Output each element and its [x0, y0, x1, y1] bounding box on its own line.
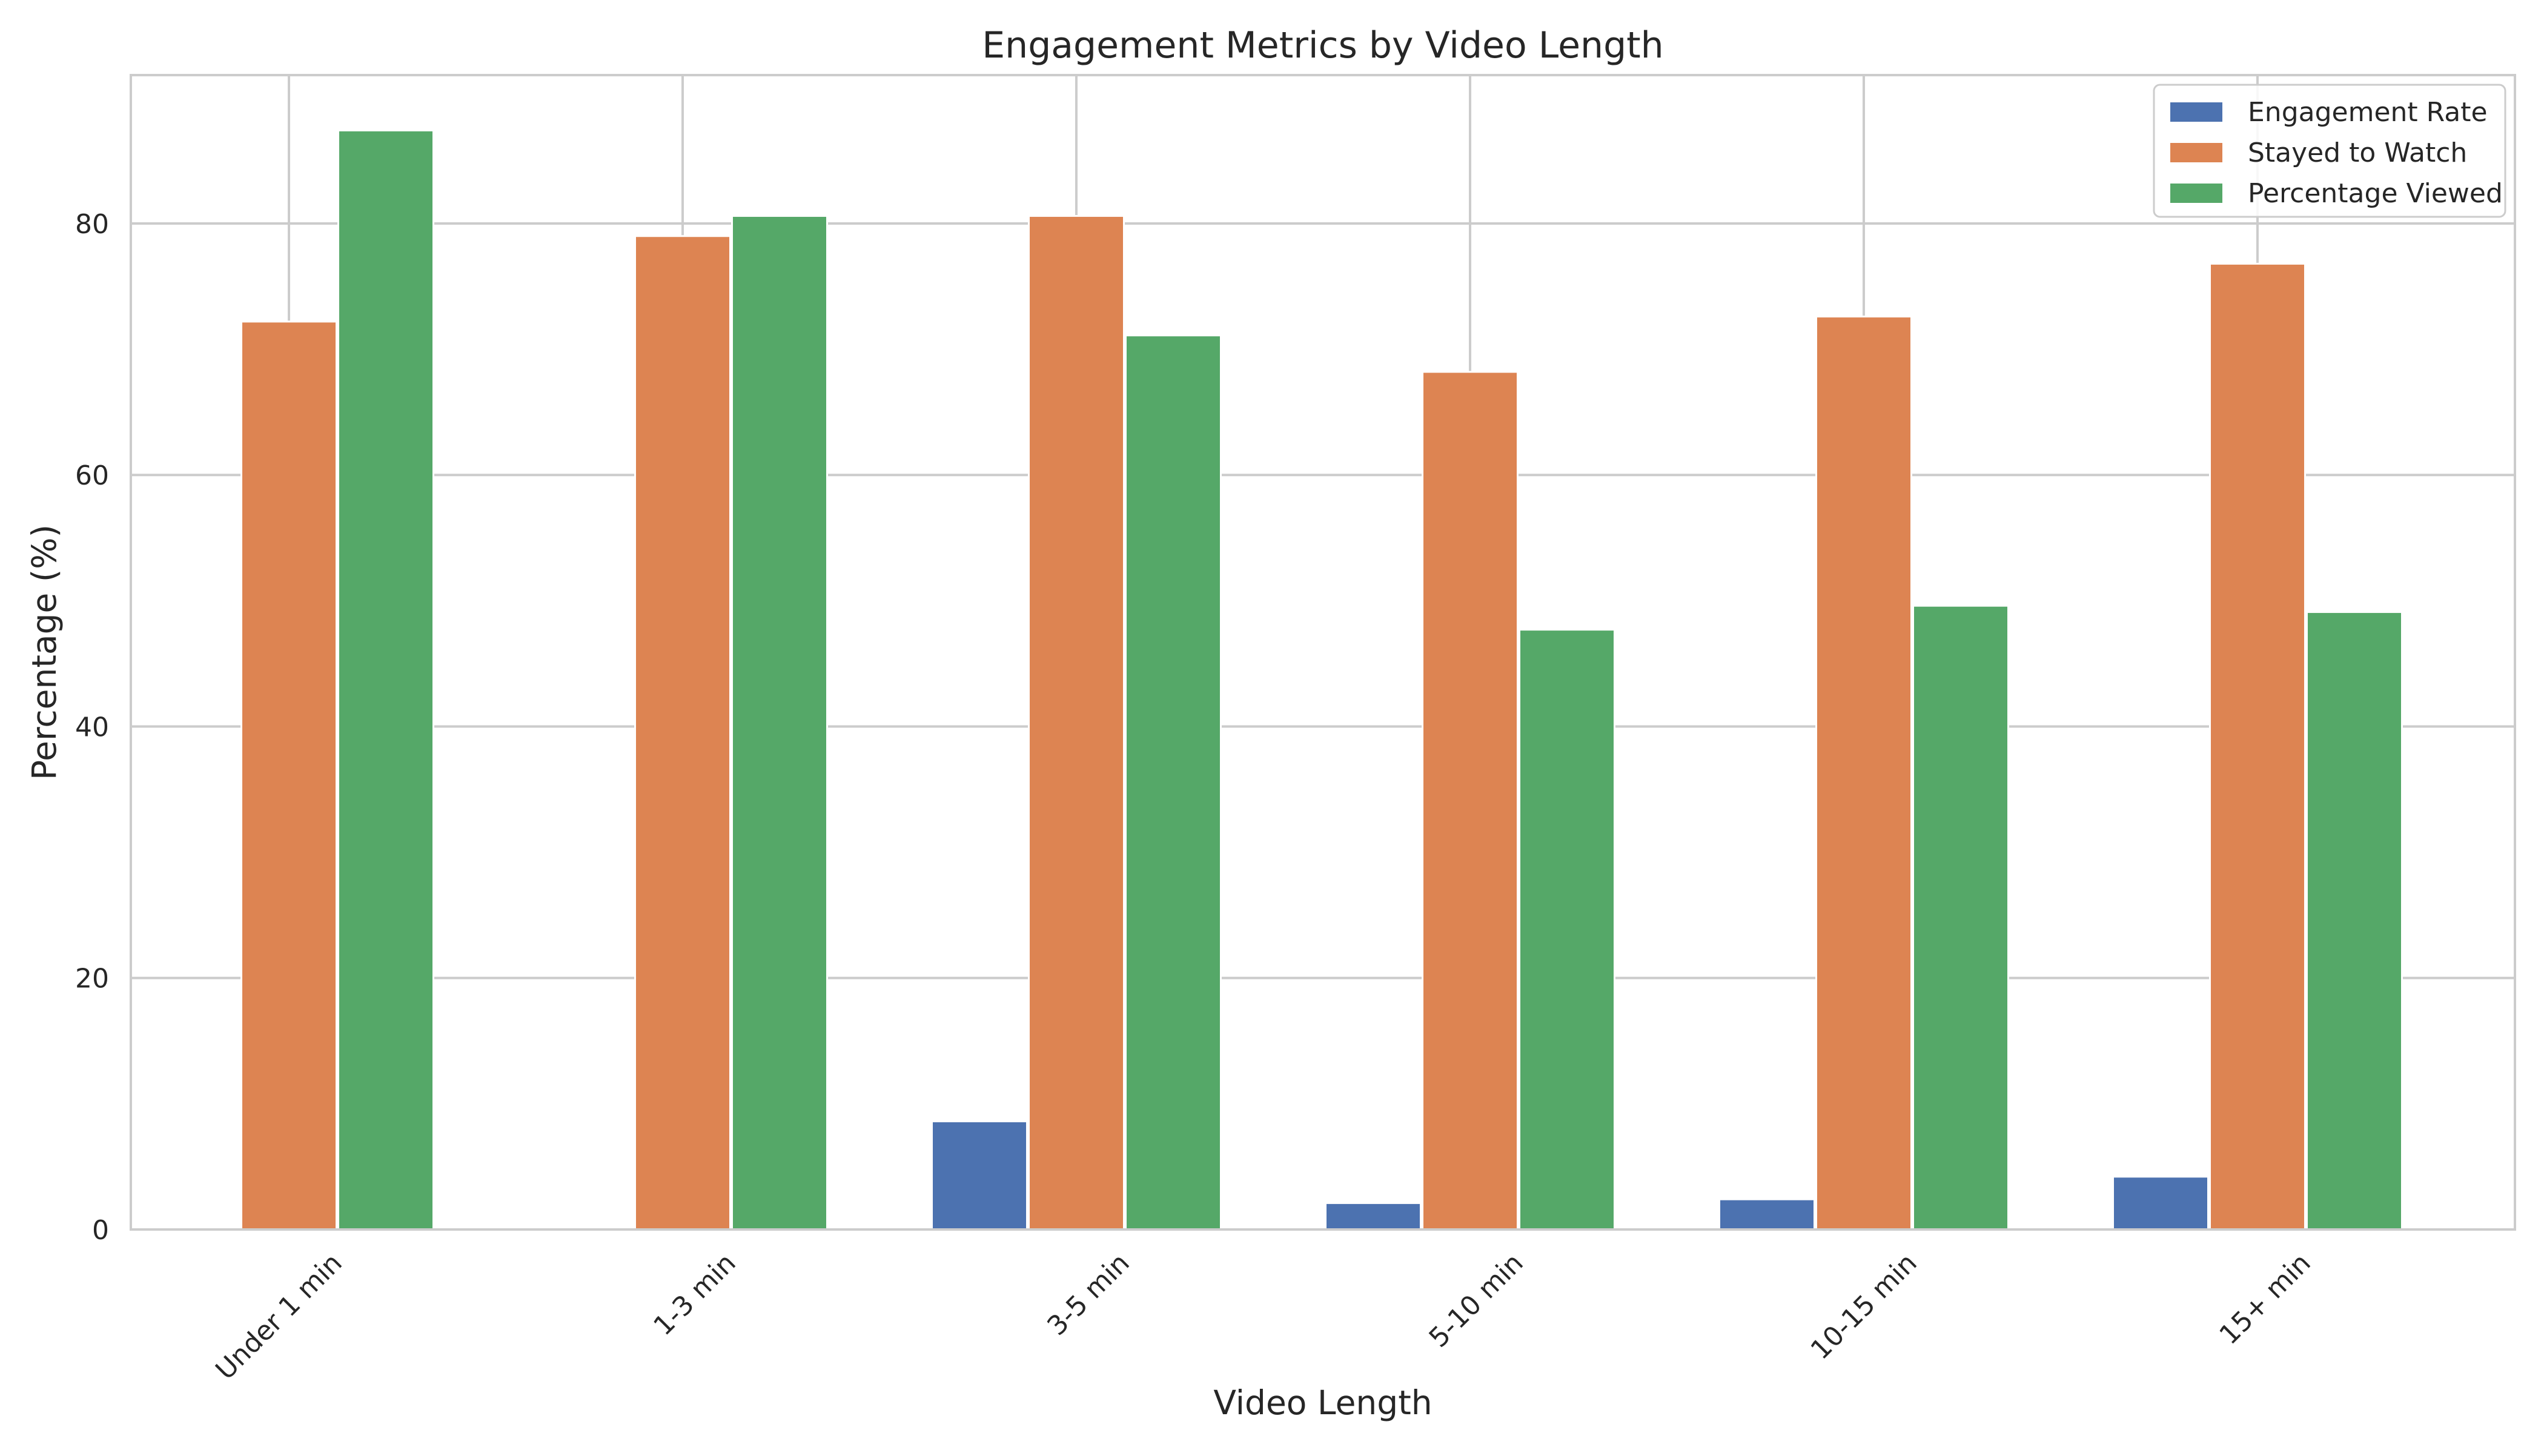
x-axis-label: Video Length: [1213, 1383, 1432, 1422]
bars: [240, 129, 2403, 1231]
y-tick-label: 20: [75, 964, 109, 994]
bar-percentage-viewed-4: [1912, 604, 2009, 1231]
legend-swatch: [2170, 102, 2222, 122]
legend-label: Engagement Rate: [2248, 97, 2488, 128]
chart-title: Engagement Metrics by Video Length: [982, 24, 1663, 67]
bar-percentage-viewed-0: [337, 129, 434, 1231]
legend-swatch: [2170, 184, 2222, 203]
y-tick-label: 0: [92, 1215, 109, 1246]
bar-stayed-to-watch-5: [2209, 262, 2306, 1231]
bar-percentage-viewed-3: [1519, 629, 1615, 1231]
bar-stayed-to-watch-2: [1028, 215, 1125, 1231]
plot-frame: [130, 74, 2516, 1231]
legend-items: Engagement Rate Stayed to Watch Percentage…: [2170, 97, 2503, 209]
bar-percentage-viewed-5: [2306, 611, 2403, 1231]
y-tick-label: 60: [75, 460, 109, 491]
legend-box: [2153, 84, 2506, 218]
bar-engagement-rate-2: [931, 1120, 1028, 1231]
bar-engagement-rate-4: [1718, 1198, 1815, 1231]
y-axis-label: Percentage (%): [25, 524, 64, 780]
bar-engagement-rate-5: [2112, 1176, 2209, 1231]
bar-stayed-to-watch-4: [1815, 316, 1912, 1231]
bar-percentage-viewed-2: [1125, 334, 1222, 1231]
legend-label: Stayed to Watch: [2248, 137, 2467, 168]
bar-percentage-viewed-1: [731, 215, 828, 1231]
y-tick-label: 80: [75, 209, 109, 240]
legend-label: Percentage Viewed: [2248, 178, 2503, 209]
bar-stayed-to-watch-1: [634, 235, 731, 1231]
bar-engagement-rate-3: [1325, 1202, 1422, 1231]
bar-stayed-to-watch-3: [1422, 371, 1519, 1231]
legend: Engagement Rate Stayed to Watch Percentage…: [2153, 84, 2506, 218]
y-tick-label: 40: [75, 712, 109, 743]
legend-swatch: [2170, 143, 2222, 162]
y-axis-ticks: 0 20 40 60 80: [75, 209, 109, 1246]
bar-stayed-to-watch-0: [240, 320, 337, 1231]
